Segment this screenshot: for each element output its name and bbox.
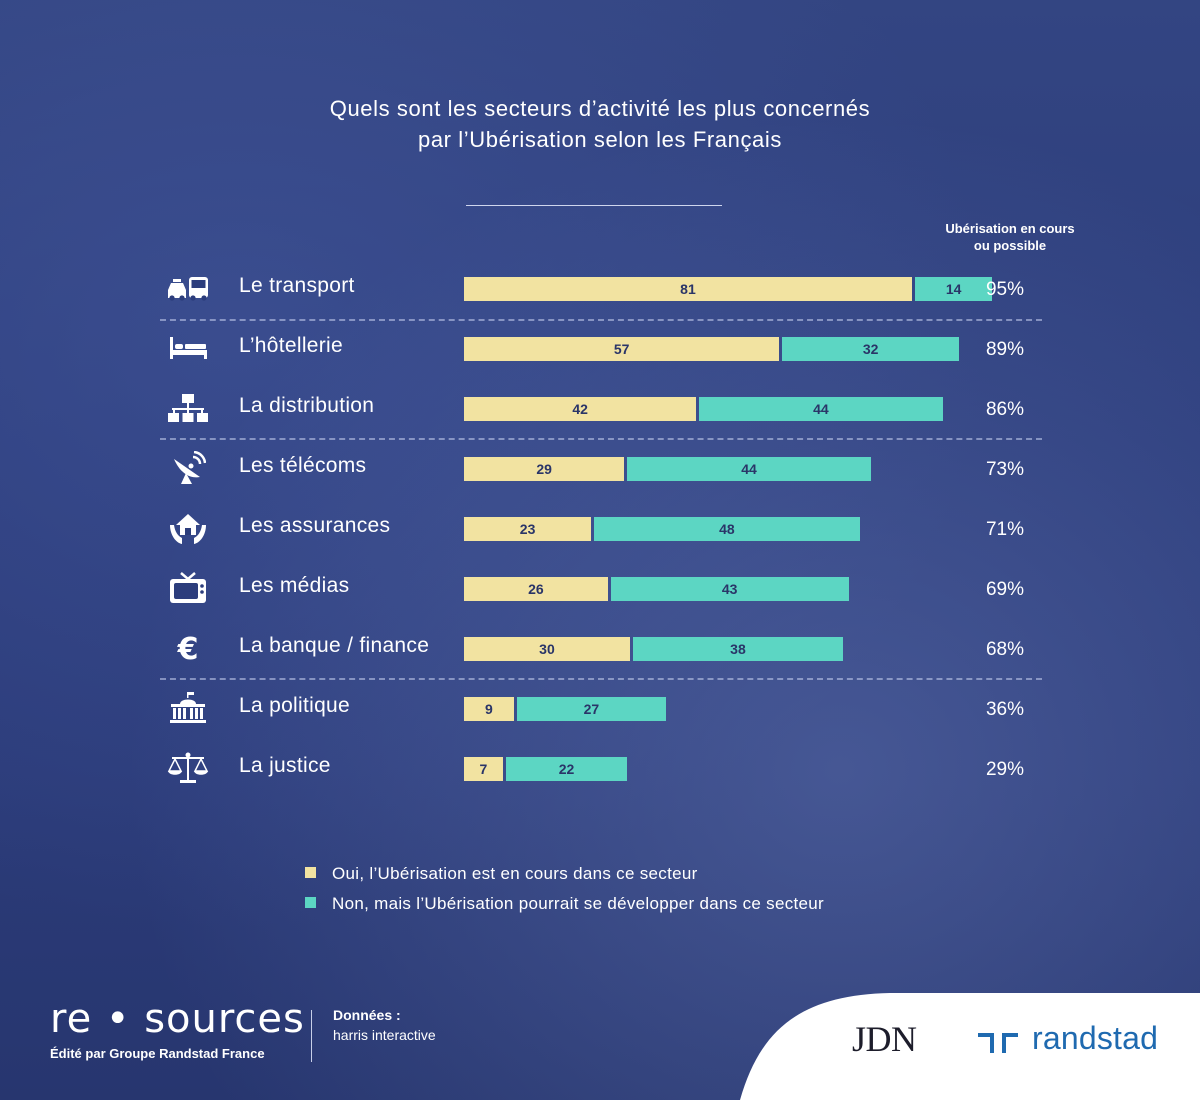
logo-panel [740,993,1200,1100]
randstad-logo: randstad [1032,1020,1159,1056]
satellite-dish-icon [166,451,210,484]
chart-title: Quels sont les secteurs d’activité les p… [0,93,1200,155]
total-percentage: 86% [985,399,1025,420]
euro-icon: € [166,632,210,664]
bar-possible: 32 [782,337,960,361]
bar-en-cours: 42 [464,397,697,421]
total-percentage: 95% [985,279,1025,300]
transport-icon [166,272,210,304]
bar-possible: 22 [505,757,628,781]
chart-title-line-1: Quels sont les secteurs d’activité les p… [329,96,871,121]
footer-divider [311,1010,312,1062]
legend-swatch-possible [305,897,316,908]
bar-possible: 38 [632,637,844,661]
legend-item-possible: Non, mais l’Ubérisation pourrait se déve… [305,894,824,914]
bar-value-label: 30 [539,641,555,657]
total-percentage: 73% [985,459,1025,480]
bar-en-cours: 7 [464,757,503,781]
bar-value-label: 57 [613,341,630,357]
category-label: L’hôtellerie [239,334,344,357]
randstad-mark-icon [978,1033,1018,1053]
bar-value-label: 44 [813,401,829,417]
bar-possible: 44 [627,457,871,481]
bar-value-label: 23 [519,521,536,537]
category-label: Les télécoms [239,454,367,477]
bar-value-label: 38 [730,641,746,657]
bar-value-label: 29 [536,461,552,477]
chart-row-la-justice: La justice 7 22 29% [0,742,1200,802]
row-separator [160,678,1042,680]
chart-row-la-distribution: La distribution 42 44 86% [0,382,1200,442]
chart-row-l-hotellerie: L’hôtellerie 57 32 89% [0,322,1200,382]
category-label: Les assurances [239,514,391,537]
resources-logo: re • sources [50,996,305,1042]
bar-value-label: 32 [862,341,879,357]
bar-value-label: 48 [719,521,735,537]
category-label: La politique [239,694,351,717]
tv-icon [166,572,210,604]
bar-value-label: 44 [741,461,757,477]
totals-header-line-2: ou possible [973,238,1047,253]
house-hands-icon [166,512,210,544]
total-percentage: 89% [985,339,1025,360]
category-label: La justice [239,754,331,777]
bar-value-label: 9 [484,701,493,717]
bar-en-cours: 9 [464,697,514,721]
bar-possible: 43 [610,577,849,601]
legend-label-possible: Non, mais l’Ubérisation pourrait se déve… [332,894,825,913]
bar-value-label: 81 [680,281,696,297]
totals-header-line-1: Ubérisation en cours [945,221,1075,236]
jdn-logo: JDN [852,1019,917,1059]
svg-text:€: € [177,632,199,664]
government-building-icon [166,692,210,724]
bar-en-cours: 30 [464,637,630,661]
total-percentage: 69% [985,579,1025,600]
bar-value-label: 22 [558,761,575,777]
chart-title-line-2: par l’Ubérisation selon les Français [418,127,782,152]
category-label: Le transport [239,274,355,297]
chart-row-les-telecoms: Les télécoms 29 44 73% [0,442,1200,502]
row-separator [160,438,1042,440]
chart-row-la-banque-finance: € La banque / finance 30 38 68% [0,622,1200,682]
bed-icon [166,332,210,364]
bar-value-label: 43 [721,581,738,597]
bar-en-cours: 23 [464,517,592,541]
category-label: La banque / finance [239,634,430,657]
chart-row-le-transport: Le transport 81 14 95% [0,262,1200,322]
bar-possible: 27 [516,697,667,721]
legend-label-en-cours: Oui, l’Ubérisation est en cours dans ce … [332,864,698,883]
chart-row-les-assurances: Les assurances 23 48 71% [0,502,1200,562]
scales-icon [166,752,210,784]
bar-en-cours: 57 [464,337,780,361]
bar-value-label: 42 [572,401,588,417]
source-value: harris interactive [333,1027,436,1043]
bar-possible: 14 [914,277,993,301]
category-label: La distribution [239,394,375,417]
bar-possible: 48 [594,517,860,541]
chart-row-les-medias: Les médias 26 43 69% [0,562,1200,622]
total-percentage: 68% [985,639,1025,660]
title-divider [466,205,722,206]
bar-possible: 44 [699,397,943,421]
bar-value-label: 14 [945,281,962,297]
bar-value-label: 27 [583,701,600,717]
total-percentage: 36% [985,699,1025,720]
editor-credit: Édité par Groupe Randstad France [50,1046,265,1061]
total-percentage: 71% [985,519,1025,540]
bar-en-cours: 26 [464,577,608,601]
category-label: Les médias [239,574,350,597]
legend-item-en-cours: Oui, l’Ubérisation est en cours dans ce … [305,864,698,884]
chart-row-la-politique: La politique 9 27 36% [0,682,1200,742]
bar-en-cours: 81 [464,277,912,301]
bar-value-label: 26 [528,581,544,597]
legend-swatch-en-cours [305,867,316,878]
bar-value-label: 7 [479,761,488,777]
source-label: Données : [333,1007,401,1023]
bar-en-cours: 29 [464,457,625,481]
totals-column-header: Ubérisation en cours ou possible [938,220,1082,254]
row-separator [160,319,1042,321]
network-icon [166,392,210,424]
total-percentage: 29% [985,759,1025,780]
